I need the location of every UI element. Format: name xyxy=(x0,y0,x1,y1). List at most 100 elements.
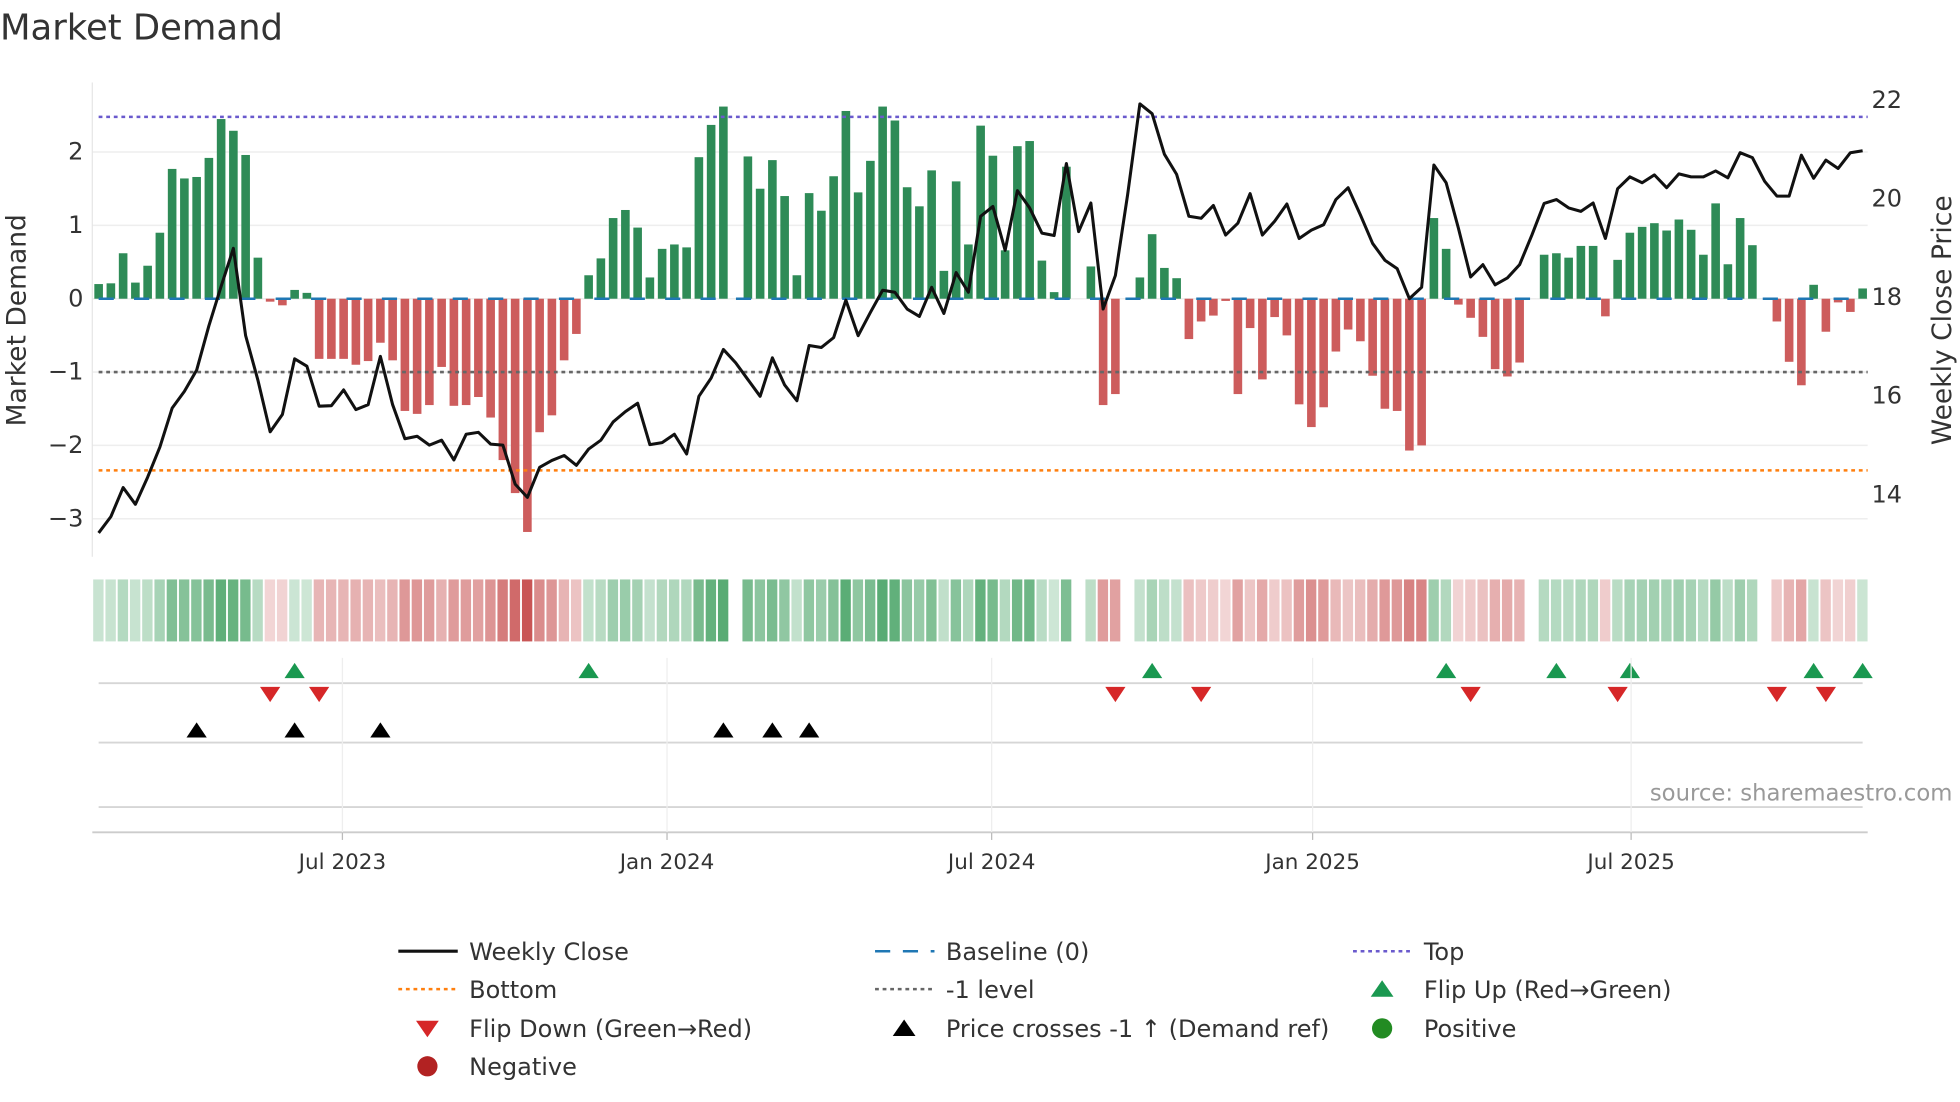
demand-bar xyxy=(1637,226,1647,299)
demand-bar xyxy=(559,298,569,361)
flip-up-marker xyxy=(1803,662,1824,679)
demand-bar xyxy=(1858,288,1867,299)
legend-label: Bottom xyxy=(469,976,557,1004)
demand-bar xyxy=(621,209,630,299)
heat-cell xyxy=(1697,579,1709,642)
heat-cell xyxy=(1207,579,1219,642)
demand-bar xyxy=(143,265,152,299)
heat-cell xyxy=(1710,579,1721,642)
demand-bar xyxy=(1588,245,1598,299)
heat-cell xyxy=(448,579,459,642)
heat-cell xyxy=(509,579,521,642)
demand-bar xyxy=(719,106,728,299)
heat-cell xyxy=(325,579,337,642)
heat-cell xyxy=(178,579,190,642)
demand-bar xyxy=(461,298,471,406)
demand-bar xyxy=(1552,253,1561,299)
demand-bar xyxy=(425,298,434,406)
demand-bar xyxy=(1503,298,1512,377)
demand-bar xyxy=(633,227,642,299)
heat-cell xyxy=(1305,579,1317,642)
demand-bar xyxy=(768,160,777,299)
demand-bar xyxy=(1711,203,1720,299)
heat-cell xyxy=(227,579,239,642)
demand-bar xyxy=(241,154,250,299)
demand-bar xyxy=(1184,298,1194,340)
demand-bar xyxy=(1686,229,1696,299)
legend-item: Positive xyxy=(1372,1015,1516,1043)
demand-bar xyxy=(327,298,336,359)
demand-bar xyxy=(1000,250,1010,299)
heat-cell xyxy=(607,579,619,642)
heat-cell xyxy=(240,579,251,642)
price-cross-marker xyxy=(762,722,783,738)
heat-cell xyxy=(374,579,386,642)
heat-cell xyxy=(497,579,508,642)
demand-bar xyxy=(890,120,900,299)
heat-cell xyxy=(803,579,815,642)
demand-bar xyxy=(964,244,973,299)
demand-bar xyxy=(1380,298,1390,409)
source-note: source: sharemaestro.com xyxy=(1650,781,1953,807)
heat-cell xyxy=(534,579,545,642)
heat-cell xyxy=(1477,579,1488,642)
demand-bar xyxy=(1135,277,1145,299)
heat-cell xyxy=(1330,579,1341,642)
price-cross-marker xyxy=(799,722,820,738)
heat-cell xyxy=(203,579,214,642)
heat-cell xyxy=(1734,579,1746,642)
demand-bar xyxy=(988,155,998,299)
demand-bar xyxy=(351,298,361,365)
flip-up-marker xyxy=(1619,662,1640,679)
heat-cell xyxy=(1771,579,1782,642)
demand-bar xyxy=(706,124,716,299)
heat-cell xyxy=(656,579,668,642)
y-axis-label: Market Demand xyxy=(1,214,32,426)
demand-bar xyxy=(1392,298,1402,411)
demand-bar xyxy=(596,258,606,299)
heat-cell xyxy=(105,579,116,642)
demand-bar xyxy=(118,253,128,299)
legend-circle-icon xyxy=(417,1056,438,1077)
heat-cell xyxy=(1624,579,1635,642)
flip-up-marker xyxy=(284,662,305,679)
demand-bar xyxy=(400,298,410,411)
demand-bar xyxy=(584,275,593,299)
heat-cell xyxy=(1097,579,1109,642)
legend-label: Baseline (0) xyxy=(946,938,1089,966)
heat-cell xyxy=(1256,579,1268,642)
demand-bar xyxy=(1539,254,1549,299)
heat-cell xyxy=(1844,579,1856,642)
heat-cell xyxy=(1612,579,1623,642)
demand-bar xyxy=(535,298,544,433)
demand-bar xyxy=(1478,298,1488,337)
heat-cell xyxy=(950,579,962,642)
demand-bar xyxy=(572,298,581,334)
demand-bar xyxy=(1209,298,1218,316)
heat-cell xyxy=(1575,579,1586,642)
legend-item: Weekly Close xyxy=(398,938,629,966)
demand-bar xyxy=(608,218,618,299)
demand-bar xyxy=(1735,218,1745,299)
heat-cell xyxy=(460,579,472,642)
legend-item: Price crosses -1 ↑ (Demand ref) xyxy=(892,1015,1329,1043)
heat-cell xyxy=(1293,579,1305,642)
heat-cell xyxy=(938,579,949,642)
x-tick-label: Jul 2024 xyxy=(946,850,1035,875)
demand-bar xyxy=(1062,166,1071,299)
flip-down-marker xyxy=(1191,686,1212,703)
y-tick-label: −3 xyxy=(48,504,83,532)
demand-bar xyxy=(1797,298,1806,386)
demand-bar xyxy=(1650,223,1659,299)
heat-cell xyxy=(1599,579,1611,642)
flip-down-marker xyxy=(309,686,330,703)
heat-cell xyxy=(668,579,680,642)
demand-bar xyxy=(498,298,508,461)
flip-up-marker xyxy=(1142,662,1163,679)
heat-cell xyxy=(1416,579,1427,642)
heat-cell xyxy=(1171,579,1182,642)
heat-cell xyxy=(117,579,129,642)
heat-cell xyxy=(1109,579,1121,642)
heat-cell xyxy=(1146,579,1158,642)
